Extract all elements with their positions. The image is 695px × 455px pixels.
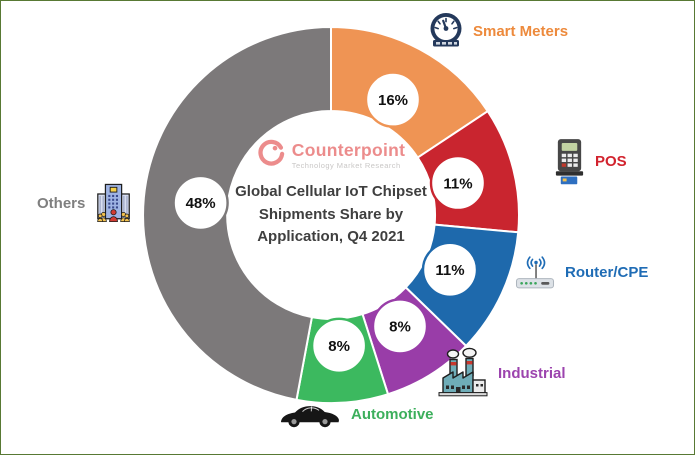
legend-smart-meters: Smart Meters xyxy=(428,12,568,50)
brand-name: Counterpoint xyxy=(291,140,406,161)
building-icon xyxy=(94,182,134,225)
chart-title: Global Cellular IoT Chipset Shipments Sh… xyxy=(235,183,427,245)
percent-bubble-circle xyxy=(172,174,229,232)
donut-segment-others xyxy=(142,25,332,401)
legend-router: Router/CPE xyxy=(514,254,648,291)
percent-bubble-circle xyxy=(429,154,487,212)
factory-icon xyxy=(437,347,489,399)
legend-others: Others xyxy=(37,182,134,225)
legend-industrial: Industrial xyxy=(437,347,566,399)
percent-bubble-pos: 11% xyxy=(429,154,487,212)
percent-label-smart-meters: 16% xyxy=(378,92,408,109)
percent-label-router-cpe: 11% xyxy=(435,262,464,279)
legend-label-pos: POS xyxy=(595,153,627,170)
percent-bubble-router-cpe: 11% xyxy=(421,241,479,298)
legend-label-others: Others xyxy=(37,195,86,212)
percent-bubble-circle xyxy=(364,71,422,128)
percent-bubble-smart-meters: 16% xyxy=(364,71,422,128)
percent-bubble-others: 48% xyxy=(172,174,229,232)
legend-label-smart-meters: Smart Meters xyxy=(473,22,569,40)
pos-terminal-icon xyxy=(553,138,586,185)
brand-text: Counterpoint Technology Market Research xyxy=(291,140,406,170)
gauge-icon xyxy=(428,12,464,50)
legend-pos: POS xyxy=(553,138,627,185)
percent-bubble-automotive: 8% xyxy=(310,317,368,374)
percent-bubble-industrial: 8% xyxy=(371,298,429,355)
legend-label-industrial: Industrial xyxy=(498,364,566,382)
counterpoint-logo-icon xyxy=(257,139,285,172)
percent-bubble-circle xyxy=(310,317,368,374)
brand-tagline: Technology Market Research xyxy=(291,160,401,170)
percent-label-industrial: 8% xyxy=(389,319,411,336)
percent-bubble-circle xyxy=(371,298,429,355)
legend-automotive: Automotive xyxy=(278,399,434,429)
percent-bubble-circle xyxy=(421,241,479,298)
percent-label-others: 48% xyxy=(186,195,216,212)
percent-label-automotive: 8% xyxy=(328,338,350,355)
brand-logo-row: Counterpoint Technology Market Research xyxy=(201,139,461,172)
percent-label-pos: 11% xyxy=(443,175,472,192)
chart-center-panel: Counterpoint Technology Market Research … xyxy=(201,139,461,249)
legend-label-router: Router/CPE xyxy=(565,264,649,281)
router-icon xyxy=(514,254,556,291)
car-icon xyxy=(278,399,342,429)
legend-label-automotive: Automotive xyxy=(351,405,434,423)
